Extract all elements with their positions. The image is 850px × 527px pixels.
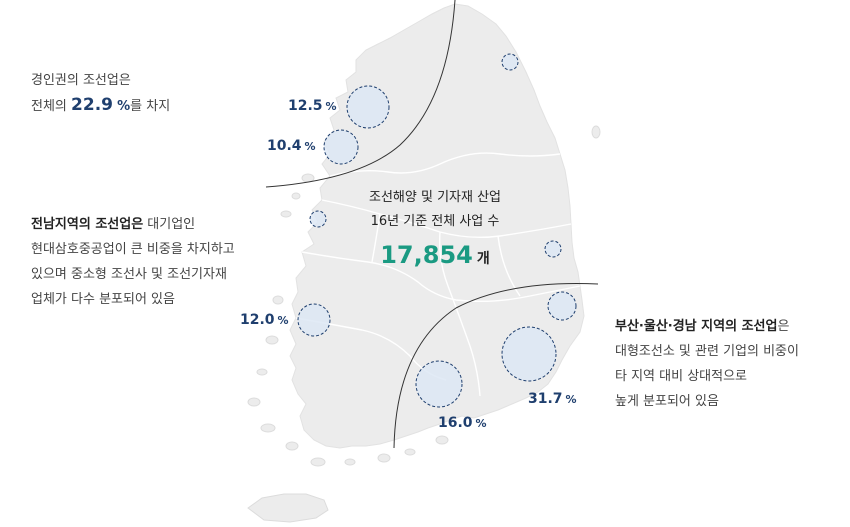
gyeongin-prefix: 전체의: [31, 99, 67, 114]
jeonnam-line-4: 업체가 다수 분포되어 있음: [31, 292, 175, 307]
marker-circle-gyeonggi: [323, 129, 359, 165]
southeast-region-divider: [393, 283, 599, 449]
gyeongin-share-unit: %: [117, 99, 131, 114]
marker-circle-gangwon: [501, 53, 519, 71]
marker-value: 12.0: [240, 312, 275, 328]
marker-unit: %: [565, 393, 577, 406]
marker-circle-gyeongnam: [501, 326, 557, 382]
jeonnam-lead-rest: 대기업인: [143, 217, 196, 232]
gyeongin-note: 경인권의 조선업은 전체의 22.9 %를 차지: [31, 68, 170, 119]
share-circles: [297, 53, 577, 408]
busan-line-4: 높게 분포되어 있음: [615, 394, 719, 409]
marker-unit: %: [304, 140, 316, 153]
marker-value: 16.0: [438, 415, 473, 431]
center-line-1: 조선해양 및 기자재 산업: [369, 190, 501, 205]
gyeongin-share-line: 전체의 22.9 %를 차지: [31, 93, 170, 119]
center-count: 17,854 개: [320, 240, 550, 275]
marker-value: 31.7: [528, 391, 563, 407]
busan-line-1: 부산·울산·경남 지역의 조선업은: [615, 314, 799, 339]
busan-lead: 부산·울산·경남 지역의 조선업: [615, 319, 778, 334]
marker-label-jeonnam: 16.0%: [438, 415, 487, 431]
total-count-unit: 개: [476, 251, 490, 267]
marker-circle-incheon: [346, 85, 390, 129]
total-count-value: 17,854: [380, 241, 473, 269]
busan-line-2: 대형조선소 및 관련 기업의 비중이: [615, 344, 799, 359]
jeonnam-line-1: 전남지역의 조선업은 대기업인: [31, 212, 235, 237]
capital-region-divider: [265, 0, 456, 188]
coastal-islands: [247, 125, 601, 467]
marker-circle-jeonnam: [415, 360, 463, 408]
marker-circle-chungnam: [309, 210, 327, 228]
center-total: 조선해양 및 기자재 산업 16년 기준 전체 사업 수 17,854 개: [320, 186, 550, 275]
marker-label-incheon: 12.5%: [288, 98, 337, 114]
jeonnam-line-3: 있으며 중소형 조선사 및 조선기자재: [31, 267, 227, 282]
marker-circle-jeonbuk: [297, 303, 331, 337]
busan-note: 부산·울산·경남 지역의 조선업은 대형조선소 및 관련 기업의 비중이 타 지…: [615, 314, 799, 414]
marker-value: 10.4: [267, 138, 302, 154]
marker-circle-ulsan: [547, 291, 577, 321]
center-line-2: 16년 기준 전체 사업 수: [370, 214, 500, 229]
jeonnam-note: 전남지역의 조선업은 대기업인 현대삼호중공업이 큰 비중을 차지하고 있으며 …: [31, 212, 235, 312]
busan-line-3: 타 지역 대비 상대적으로: [615, 369, 747, 384]
jeonnam-line-2: 현대삼호중공업이 큰 비중을 차지하고: [31, 242, 235, 257]
marker-circle-gyeongbuk: [544, 240, 562, 258]
marker-label-gyeongnam: 31.7%: [528, 391, 577, 407]
gyeongin-title: 경인권의 조선업은: [31, 73, 131, 88]
marker-unit: %: [277, 314, 289, 327]
jeju-island: [247, 493, 329, 523]
marker-label-gyeonggi: 10.4%: [267, 138, 316, 154]
busan-lead-rest: 은: [777, 319, 790, 334]
marker-value: 12.5: [288, 98, 323, 114]
marker-unit: %: [475, 417, 487, 430]
jeonnam-lead: 전남지역의 조선업은: [31, 217, 144, 232]
marker-label-jeonbuk: 12.0%: [240, 312, 289, 328]
gyeongin-suffix: 를 차지: [130, 99, 171, 114]
marker-unit: %: [325, 100, 337, 113]
gyeongin-share-value: 22.9: [71, 95, 113, 115]
